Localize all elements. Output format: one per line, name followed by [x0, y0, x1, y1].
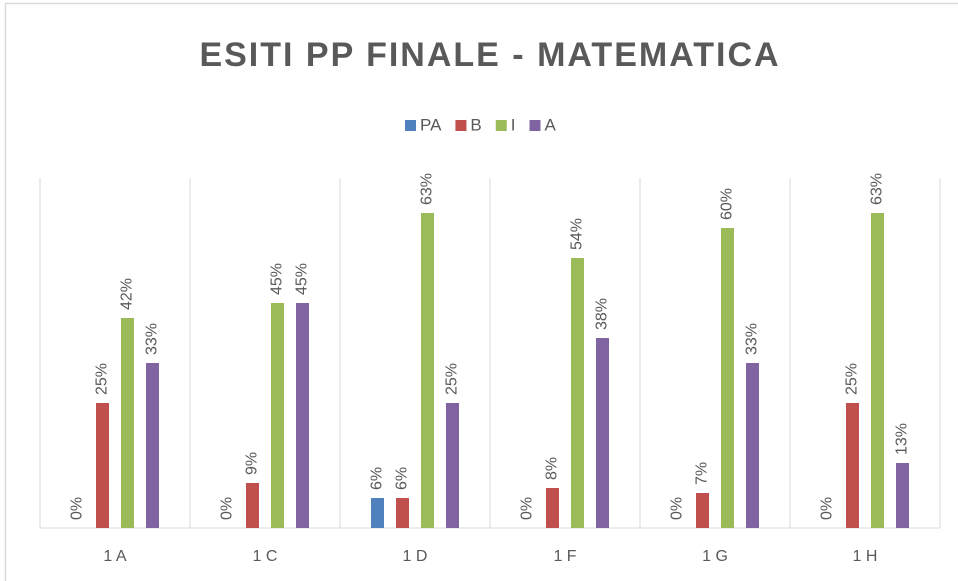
bar: [746, 363, 759, 528]
data-label: 0%: [819, 497, 836, 520]
data-label: 63%: [419, 173, 436, 205]
data-label: 0%: [219, 497, 236, 520]
bar: [896, 463, 909, 528]
chart-frame: [4, 2, 958, 581]
x-tick-label: 1 H: [853, 548, 878, 565]
data-label: 38%: [594, 298, 611, 330]
bar: [446, 403, 459, 528]
legend-swatch: [529, 120, 541, 131]
legend-label: I: [511, 115, 516, 134]
bar: [871, 213, 884, 528]
legend-label: B: [470, 115, 481, 134]
bar: [546, 488, 559, 528]
legend-swatch: [495, 120, 507, 131]
bar: [421, 213, 434, 528]
bar: [571, 258, 584, 528]
x-tick-label: 1 D: [403, 548, 428, 565]
data-label: 8%: [544, 457, 561, 480]
legend-swatch: [455, 120, 467, 131]
x-tick-label: 1 F: [553, 548, 576, 565]
data-label: 33%: [744, 323, 761, 355]
x-tick-label: 1 A: [103, 548, 126, 565]
data-label: 13%: [894, 423, 911, 455]
data-label: 25%: [444, 363, 461, 395]
bar: [96, 403, 109, 528]
bar: [846, 403, 859, 528]
legend-swatch: [405, 120, 416, 131]
data-label: 7%: [694, 462, 711, 485]
bar: [371, 498, 384, 528]
x-tick-label: 1 C: [253, 548, 278, 565]
bar: [246, 483, 259, 528]
data-label: 0%: [669, 497, 686, 520]
bar: [121, 318, 134, 528]
legend-label: A: [545, 115, 557, 134]
data-label: 6%: [369, 467, 386, 490]
data-label: 33%: [144, 323, 161, 355]
bar: [296, 303, 309, 528]
data-label: 25%: [94, 363, 111, 395]
data-label: 45%: [294, 263, 311, 295]
data-label: 45%: [269, 263, 286, 295]
bar: [146, 363, 159, 528]
x-tick-label: 1 G: [702, 548, 728, 565]
data-label: 6%: [394, 467, 411, 490]
bar: [696, 493, 709, 528]
data-label: 54%: [569, 218, 586, 250]
bar: [396, 498, 409, 528]
data-label: 42%: [119, 278, 136, 310]
chart-title: ESITI PP FINALE - MATEMATICA: [199, 36, 780, 74]
data-label: 0%: [519, 497, 536, 520]
data-label: 60%: [719, 188, 736, 220]
bar: [596, 338, 609, 528]
data-label: 63%: [869, 173, 886, 205]
data-label: 9%: [244, 452, 261, 475]
data-label: 25%: [844, 363, 861, 395]
bar: [721, 228, 734, 528]
data-label: 0%: [69, 497, 86, 520]
legend-label: PA: [420, 115, 442, 134]
bar: [271, 303, 284, 528]
